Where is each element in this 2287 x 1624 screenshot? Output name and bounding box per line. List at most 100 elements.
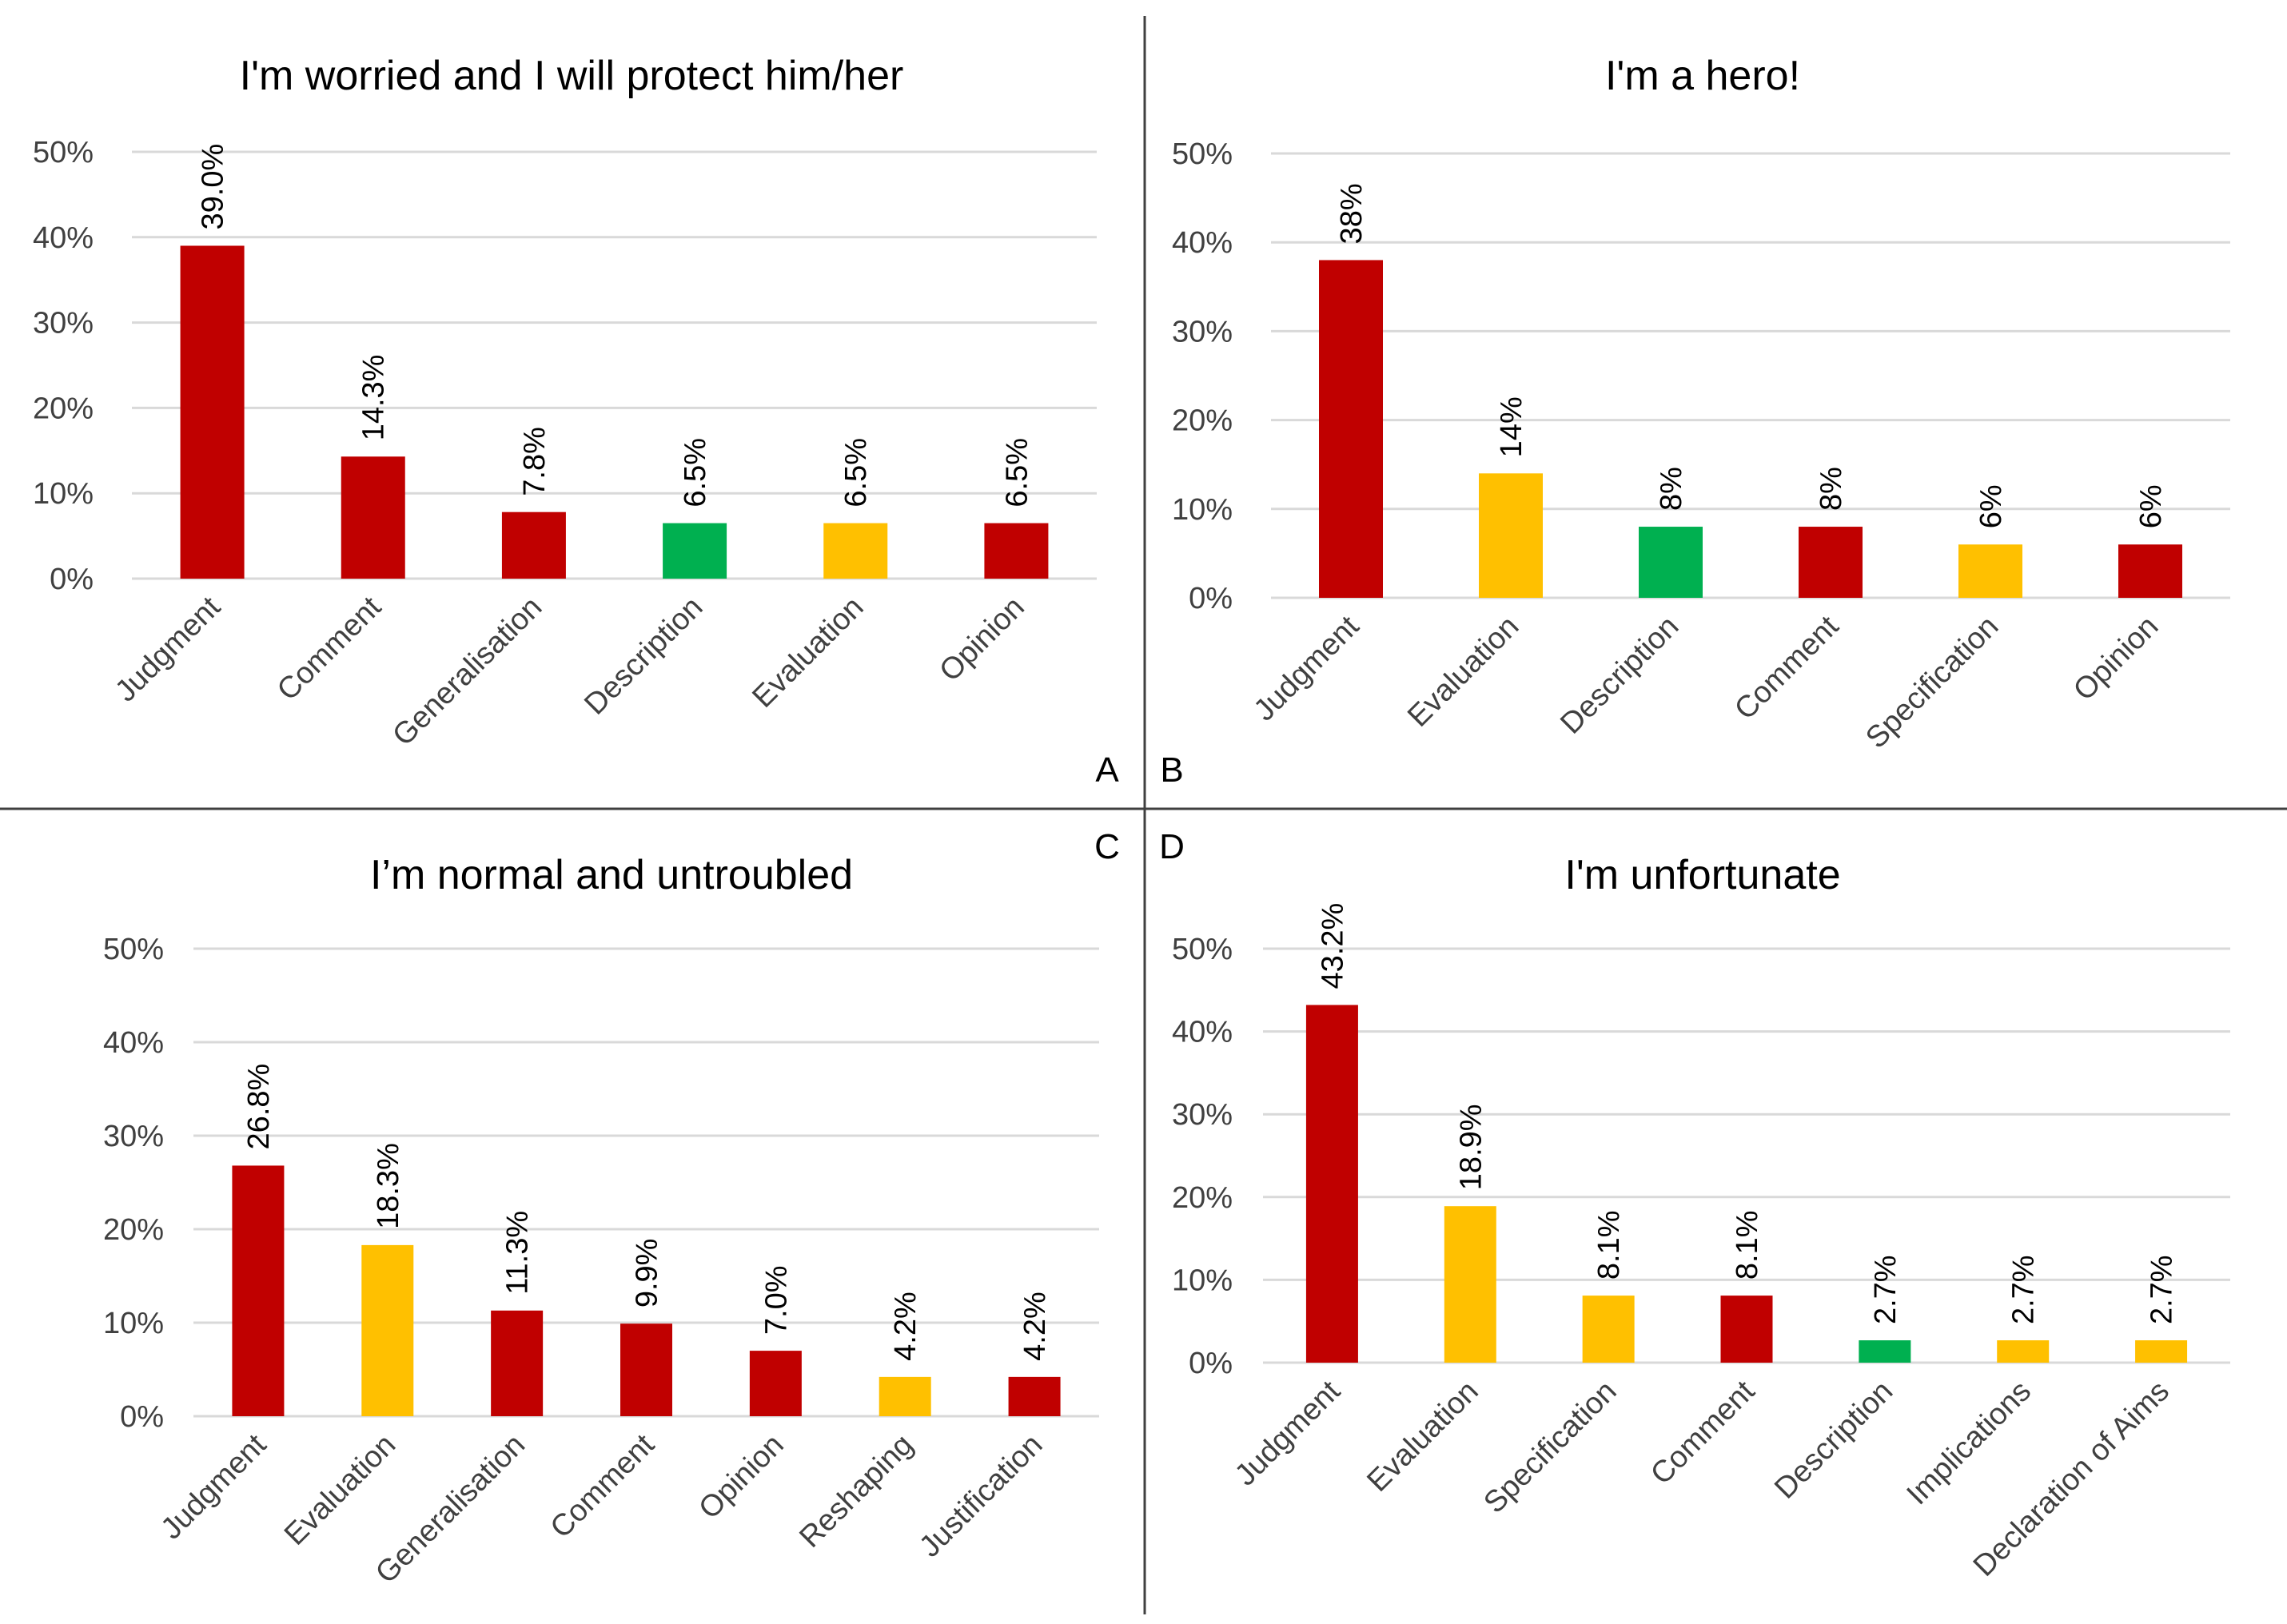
data-label: 38% (1335, 183, 1369, 244)
data-label: 7.8% (518, 427, 552, 496)
data-label: 26.8% (242, 1064, 276, 1150)
chart-worried-protect: I'm worried and I will protect him/her 0%… (33, 53, 1097, 753)
category-label: Comment (544, 1427, 661, 1544)
data-label: 39.0% (197, 144, 230, 230)
bar-justification (1008, 1376, 1061, 1416)
category-label: Evaluation (1361, 1375, 1484, 1499)
bar-judgment (1305, 1005, 1358, 1363)
chart-unfortunate: I'm unfortunate 0% 10% 20% 30% 40% 50% 43.2% Jud… (1172, 852, 2230, 1583)
chart-title: I’m normal and untroubled (370, 852, 853, 898)
chart-hero: I'm a hero! 0% 10% 20% 30% 40% 50% 38% Judgment 1… (1172, 53, 2230, 755)
y-tick-label: 40% (1172, 226, 1233, 260)
bar-comment (341, 456, 405, 579)
category-label: Judgment (109, 590, 227, 708)
y-tick-label: 0% (1189, 582, 1233, 615)
bar-specification (1582, 1296, 1635, 1363)
bar-generalisation (491, 1310, 544, 1416)
bar-declaration-of-aims (2135, 1340, 2188, 1363)
category-label: Implications (1901, 1375, 2038, 1512)
chart-normal-untroubled: I’m normal and untroubled 0% 10% 20% 30% 40% 5… (103, 852, 1099, 1590)
data-label: 8% (1655, 467, 1688, 511)
category-label: Generalisation (386, 591, 548, 753)
category-label: Comment (1728, 609, 1845, 726)
data-label: 2.7% (2007, 1255, 2041, 1324)
y-tick-label: 30% (1172, 1098, 1233, 1132)
y-tick-label: 50% (1172, 137, 1233, 171)
bar-evaluation (1479, 473, 1543, 598)
bar-evaluation (361, 1244, 414, 1416)
data-label: 2.7% (2146, 1255, 2179, 1324)
panel-letter-a: A (1095, 750, 1119, 790)
y-tick-label: 30% (1172, 315, 1233, 348)
data-label: 18.3% (372, 1143, 405, 1229)
data-label: 11.3% (501, 1211, 535, 1295)
y-tick-label: 0% (120, 1400, 164, 1434)
bar-comment (1799, 527, 1863, 598)
y-tick-label: 50% (33, 136, 94, 169)
bar-opinion (749, 1351, 802, 1416)
category-label: Description (1768, 1375, 1899, 1506)
y-tick-label: 10% (33, 477, 94, 511)
data-label: 14.3% (357, 355, 391, 441)
bar-judgment (180, 245, 245, 579)
data-label: 9.9% (631, 1239, 664, 1308)
y-tick-label: 20% (33, 392, 94, 425)
data-label: 6.5% (1000, 438, 1034, 508)
panel-letter-b: B (1160, 750, 1183, 790)
category-label: Specification (1859, 610, 2005, 755)
bar-comment (620, 1323, 672, 1416)
y-tick-label: 40% (103, 1026, 164, 1060)
data-label: 6.5% (679, 438, 712, 508)
bar-description (1639, 527, 1703, 598)
category-label: Specification (1477, 1375, 1623, 1520)
category-label: Judgment (1248, 609, 1366, 727)
data-label: 6.5% (839, 438, 873, 508)
category-label: Evaluation (1401, 610, 1525, 734)
y-tick-label: 20% (1172, 1181, 1233, 1215)
data-label: 4.2% (889, 1292, 922, 1361)
y-tick-label: 40% (33, 221, 94, 255)
y-tick-label: 50% (1172, 933, 1233, 966)
bar-comment (1720, 1296, 1773, 1363)
y-tick-label: 0% (50, 563, 94, 596)
chart-title: I'm a hero! (1605, 53, 1800, 99)
data-label: 2.7% (1869, 1255, 1903, 1324)
data-label: 18.9% (1454, 1104, 1488, 1190)
y-tick-label: 10% (1172, 1264, 1233, 1297)
category-label: Opinion (2067, 610, 2165, 707)
category-label: Evaluation (746, 591, 870, 714)
bar-judgment (1319, 260, 1383, 598)
y-tick-label: 40% (1172, 1016, 1233, 1049)
category-label: Comment (271, 590, 388, 707)
bar-description (1859, 1340, 1911, 1363)
bar-implications (1997, 1340, 2050, 1363)
data-label: 8% (1815, 467, 1848, 511)
chart-title: I'm worried and I will protect him/her (240, 53, 904, 99)
chart-title: I'm unfortunate (1564, 852, 1840, 898)
category-label: Justification (913, 1428, 1049, 1564)
y-tick-label: 30% (103, 1120, 164, 1153)
data-label: 8.1% (1731, 1210, 1764, 1280)
category-label: Comment (1644, 1374, 1761, 1491)
bar-generalisation (501, 511, 566, 579)
data-label: 4.2% (1018, 1292, 1052, 1361)
y-tick-label: 20% (103, 1213, 164, 1247)
bar-evaluation (1444, 1206, 1496, 1363)
data-label: 6% (2134, 484, 2168, 528)
y-tick-label: 20% (1172, 404, 1233, 438)
bar-evaluation (823, 523, 888, 579)
y-tick-label: 50% (103, 933, 164, 966)
bar-judgment (232, 1165, 285, 1416)
y-tick-label: 10% (1172, 493, 1233, 527)
category-label: Evaluation (278, 1428, 402, 1552)
category-label: Opinion (933, 591, 1030, 688)
category-label: Opinion (692, 1428, 790, 1526)
data-label: 6% (1974, 484, 2008, 528)
category-label: Judgment (1229, 1374, 1347, 1492)
data-label: 7.0% (759, 1265, 793, 1335)
data-label: 43.2% (1316, 903, 1349, 989)
y-tick-label: 30% (33, 307, 94, 340)
bar-opinion (2118, 544, 2182, 598)
bar-opinion (984, 523, 1049, 579)
